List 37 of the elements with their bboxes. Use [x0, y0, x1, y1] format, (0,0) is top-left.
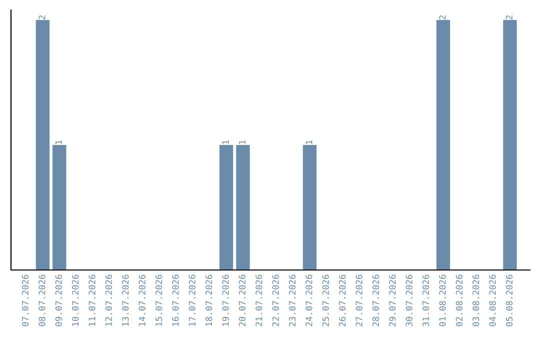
x-tick-label: 04.08.2026 — [489, 274, 496, 326]
x-tick-label: 18.07.2026 — [206, 274, 212, 326]
x-tick-label: 05.08.2026 — [506, 274, 513, 326]
x-tick-label: 15.07.2026 — [155, 274, 162, 326]
x-tick-label: 29.07.2026 — [389, 274, 396, 326]
x-tick-label: 17.07.2026 — [188, 274, 196, 326]
x-tick-label: 07.07.2026 — [22, 274, 29, 326]
x-tick-label: 26.07.2026 — [339, 274, 346, 326]
x-tick-label: 21.07.2026 — [256, 274, 262, 326]
x-tick-label: 02.08.2026 — [456, 274, 462, 326]
x-tick-label: 01.08.2026 — [439, 274, 446, 326]
data-label: 1 — [306, 140, 312, 144]
x-tick-label: 31.07.2026 — [422, 274, 430, 326]
x-tick-label: 20.07.2026 — [238, 274, 246, 326]
x-tick-label: 19.07.2026 — [222, 274, 229, 326]
x-tick-label: 22.07.2026 — [272, 274, 279, 326]
x-tick-label: 30.07.2026 — [406, 274, 412, 326]
x-tick-label: 13.07.2026 — [122, 274, 129, 326]
data-label: 2 — [506, 15, 512, 20]
x-tick-label: 23.07.2026 — [288, 274, 296, 326]
x-tick-label: 25.07.2026 — [322, 274, 329, 326]
x-tick-label: 08.07.2026 — [38, 274, 46, 326]
x-tick-label: 27.07.2026 — [356, 274, 362, 326]
data-label: 1 — [222, 140, 229, 144]
x-tick-label: 09.07.2026 — [55, 274, 62, 326]
data-label: 1 — [55, 140, 62, 144]
data-label: 2 — [439, 15, 446, 20]
x-tick-label: 16.07.2026 — [172, 274, 179, 326]
x-tick-label: 14.07.2026 — [138, 274, 146, 326]
x-tick-label: 11.07.2026 — [88, 274, 96, 326]
data-label: 1 — [239, 140, 246, 144]
x-tick-label: 28.07.2026 — [372, 274, 380, 326]
x-tick-label: 12.07.2026 — [105, 274, 112, 326]
x-tick-label: 24.07.2026 — [306, 274, 312, 326]
data-label: 2 — [38, 15, 46, 20]
x-tick-label: 10.07.2026 — [72, 274, 79, 326]
x-tick-label: 03.08.2026 — [472, 274, 480, 326]
